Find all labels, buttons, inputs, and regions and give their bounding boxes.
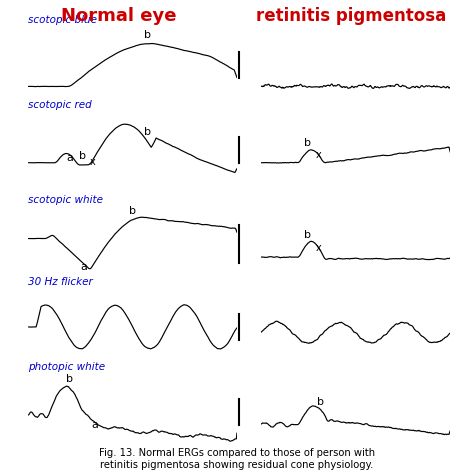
Text: scotopic red: scotopic red [28,100,92,110]
Text: x: x [90,157,95,167]
Text: scotopic blue: scotopic blue [28,15,98,25]
Text: b: b [144,127,151,137]
Text: scotopic white: scotopic white [28,194,103,204]
Text: b: b [129,206,136,216]
Text: x: x [316,150,322,160]
Text: a: a [91,421,98,430]
Text: b: b [144,30,151,40]
Text: b: b [66,374,73,384]
Text: b: b [318,396,324,406]
Text: b: b [304,138,311,148]
Text: a: a [66,153,73,163]
Text: 30 Hz flicker: 30 Hz flicker [28,277,93,287]
Text: x: x [316,243,322,253]
Text: Fig. 13. Normal ERGs compared to those of person with
retinitis pigmentosa showi: Fig. 13. Normal ERGs compared to those o… [99,448,375,470]
Text: Normal eye: Normal eye [61,7,176,25]
Text: b: b [304,230,311,240]
Text: b: b [79,152,86,161]
Text: retinitis pigmentosa: retinitis pigmentosa [255,7,446,25]
Text: a: a [81,262,88,272]
Text: photopic white: photopic white [28,362,106,372]
